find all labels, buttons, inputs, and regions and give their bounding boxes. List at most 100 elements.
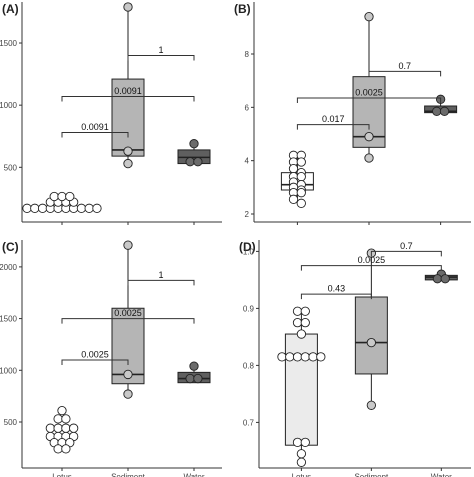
data-point <box>123 146 133 156</box>
bracket-line <box>296 97 442 103</box>
p-value-label: 1 <box>158 270 163 280</box>
data-point <box>432 106 442 116</box>
data-point <box>308 352 318 362</box>
data-point <box>193 373 203 384</box>
group-sediment <box>111 240 145 399</box>
data-point <box>364 132 374 142</box>
group-lotus <box>280 150 314 208</box>
bracket-line <box>127 54 195 61</box>
data-point <box>30 203 40 213</box>
data-point <box>277 352 287 362</box>
box <box>284 333 318 446</box>
comparison-bracket: 0.7 <box>368 61 442 77</box>
data-point <box>123 369 133 380</box>
data-point <box>76 203 87 213</box>
group-water <box>177 361 211 384</box>
y-tick-label: 6 <box>245 103 250 112</box>
data-point <box>92 203 102 213</box>
data-point <box>22 203 32 213</box>
comparison-bracket: 0.0025 <box>61 308 195 324</box>
panel-label: (D) <box>239 240 256 254</box>
panel-label: (A) <box>2 2 19 16</box>
group-lotus <box>45 405 79 454</box>
bracket-line <box>370 250 442 257</box>
box <box>354 296 388 375</box>
x-tick-label: Sediment <box>111 473 146 477</box>
y-tick-label: 0.9 <box>243 304 255 313</box>
comparison-bracket: 0.0025 <box>61 349 129 365</box>
group-sediment <box>354 248 388 410</box>
group-sediment <box>111 2 145 169</box>
comparison-bracket: 0.43 <box>300 284 372 300</box>
p-value-label: 0.43 <box>328 284 346 294</box>
y-tick-label: 1500 <box>0 39 18 48</box>
group-water <box>424 269 458 284</box>
data-point <box>300 317 310 328</box>
bracket-line <box>300 265 442 271</box>
x-tick-label: Water <box>431 473 452 477</box>
p-value-label: 0.7 <box>399 61 412 71</box>
data-point <box>300 437 310 447</box>
group-lotus <box>22 191 102 213</box>
data-point <box>292 352 303 362</box>
bracket-line <box>61 359 129 365</box>
x-tick-label: Sediment <box>354 473 389 477</box>
y-tick-label: 1000 <box>0 366 18 375</box>
data-point <box>65 191 75 202</box>
data-point <box>364 12 374 22</box>
data-point <box>288 194 299 204</box>
comparison-bracket: 0.0091 <box>61 122 129 138</box>
comparison-bracket: 0.0025 <box>300 255 442 271</box>
data-point <box>84 203 94 213</box>
data-point <box>193 157 203 167</box>
data-point <box>53 414 63 424</box>
data-point <box>316 352 326 362</box>
data-point <box>57 191 67 202</box>
group-water <box>177 139 211 167</box>
y-tick-label: 500 <box>4 418 18 427</box>
p-value-label: 0.0091 <box>81 122 109 132</box>
p-value-label: 0.0025 <box>358 255 386 265</box>
data-point <box>296 198 306 208</box>
data-point <box>366 337 377 348</box>
data-point <box>123 2 133 12</box>
bracket-line <box>61 132 129 138</box>
group-lotus <box>277 306 326 467</box>
y-tick-label: 1000 <box>0 101 18 110</box>
data-point <box>439 106 450 116</box>
y-tick-label: 500 <box>4 163 18 172</box>
y-tick-label: 2 <box>245 210 250 219</box>
data-point <box>366 400 377 410</box>
data-point <box>53 444 63 454</box>
data-point <box>61 423 71 433</box>
comparison-bracket: 1 <box>127 270 195 286</box>
p-value-label: 0.017 <box>322 114 345 124</box>
p-value-label: 0.0025 <box>81 349 109 359</box>
panel-d: (D) 0.7 0.8 0.9 1.0 Lotus Sediment Water 0.43 0.0… <box>239 240 471 477</box>
panel-label: (C) <box>2 240 19 254</box>
data-point <box>300 352 310 362</box>
x-tick-label: Lotus <box>292 473 312 477</box>
p-value-label: 0.0025 <box>355 88 383 98</box>
comparison-bracket: 0.017 <box>296 114 370 130</box>
data-point <box>300 306 310 316</box>
y-tick-label: 2000 <box>0 263 18 272</box>
y-tick-label: 4 <box>245 157 250 166</box>
y-tick-label: 1.0 <box>243 247 255 256</box>
data-point <box>189 139 199 149</box>
data-point <box>296 188 306 198</box>
y-tick-label: 0.8 <box>243 361 255 370</box>
comparison-bracket: 0.0091 <box>61 86 195 102</box>
data-point <box>292 437 303 447</box>
y-tick-label: 1500 <box>0 315 18 324</box>
data-point <box>37 203 48 213</box>
data-point <box>189 361 199 371</box>
data-point <box>296 157 306 167</box>
data-point <box>53 423 63 433</box>
data-point <box>285 352 295 362</box>
box <box>111 78 145 157</box>
data-point <box>123 389 133 399</box>
data-point <box>292 306 303 316</box>
data-point <box>57 405 67 416</box>
